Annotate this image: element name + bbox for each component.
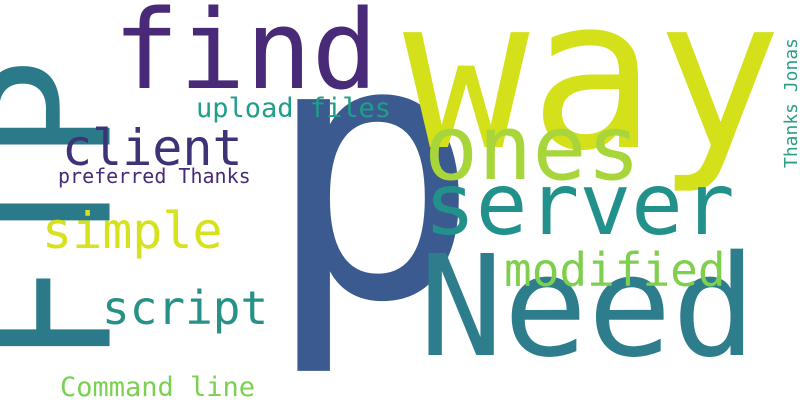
word-preferred-thanks: preferred Thanks [58, 164, 251, 188]
word-p: p [264, 0, 481, 381]
word-script: script [102, 281, 269, 335]
word-simple: simple [42, 202, 223, 260]
word-thanks-jonas: Thanks Jonas [781, 37, 800, 169]
word-modified: modified [504, 243, 726, 297]
word-find: find [113, 0, 378, 114]
word-ones: ones [424, 96, 641, 201]
word-upload-files: upload files [196, 93, 392, 124]
word-way: way [403, 0, 783, 197]
word-command-line: Command line [60, 372, 256, 400]
word-client: client [62, 119, 243, 177]
word-server: server [424, 155, 735, 255]
word-need: Need [419, 226, 757, 389]
